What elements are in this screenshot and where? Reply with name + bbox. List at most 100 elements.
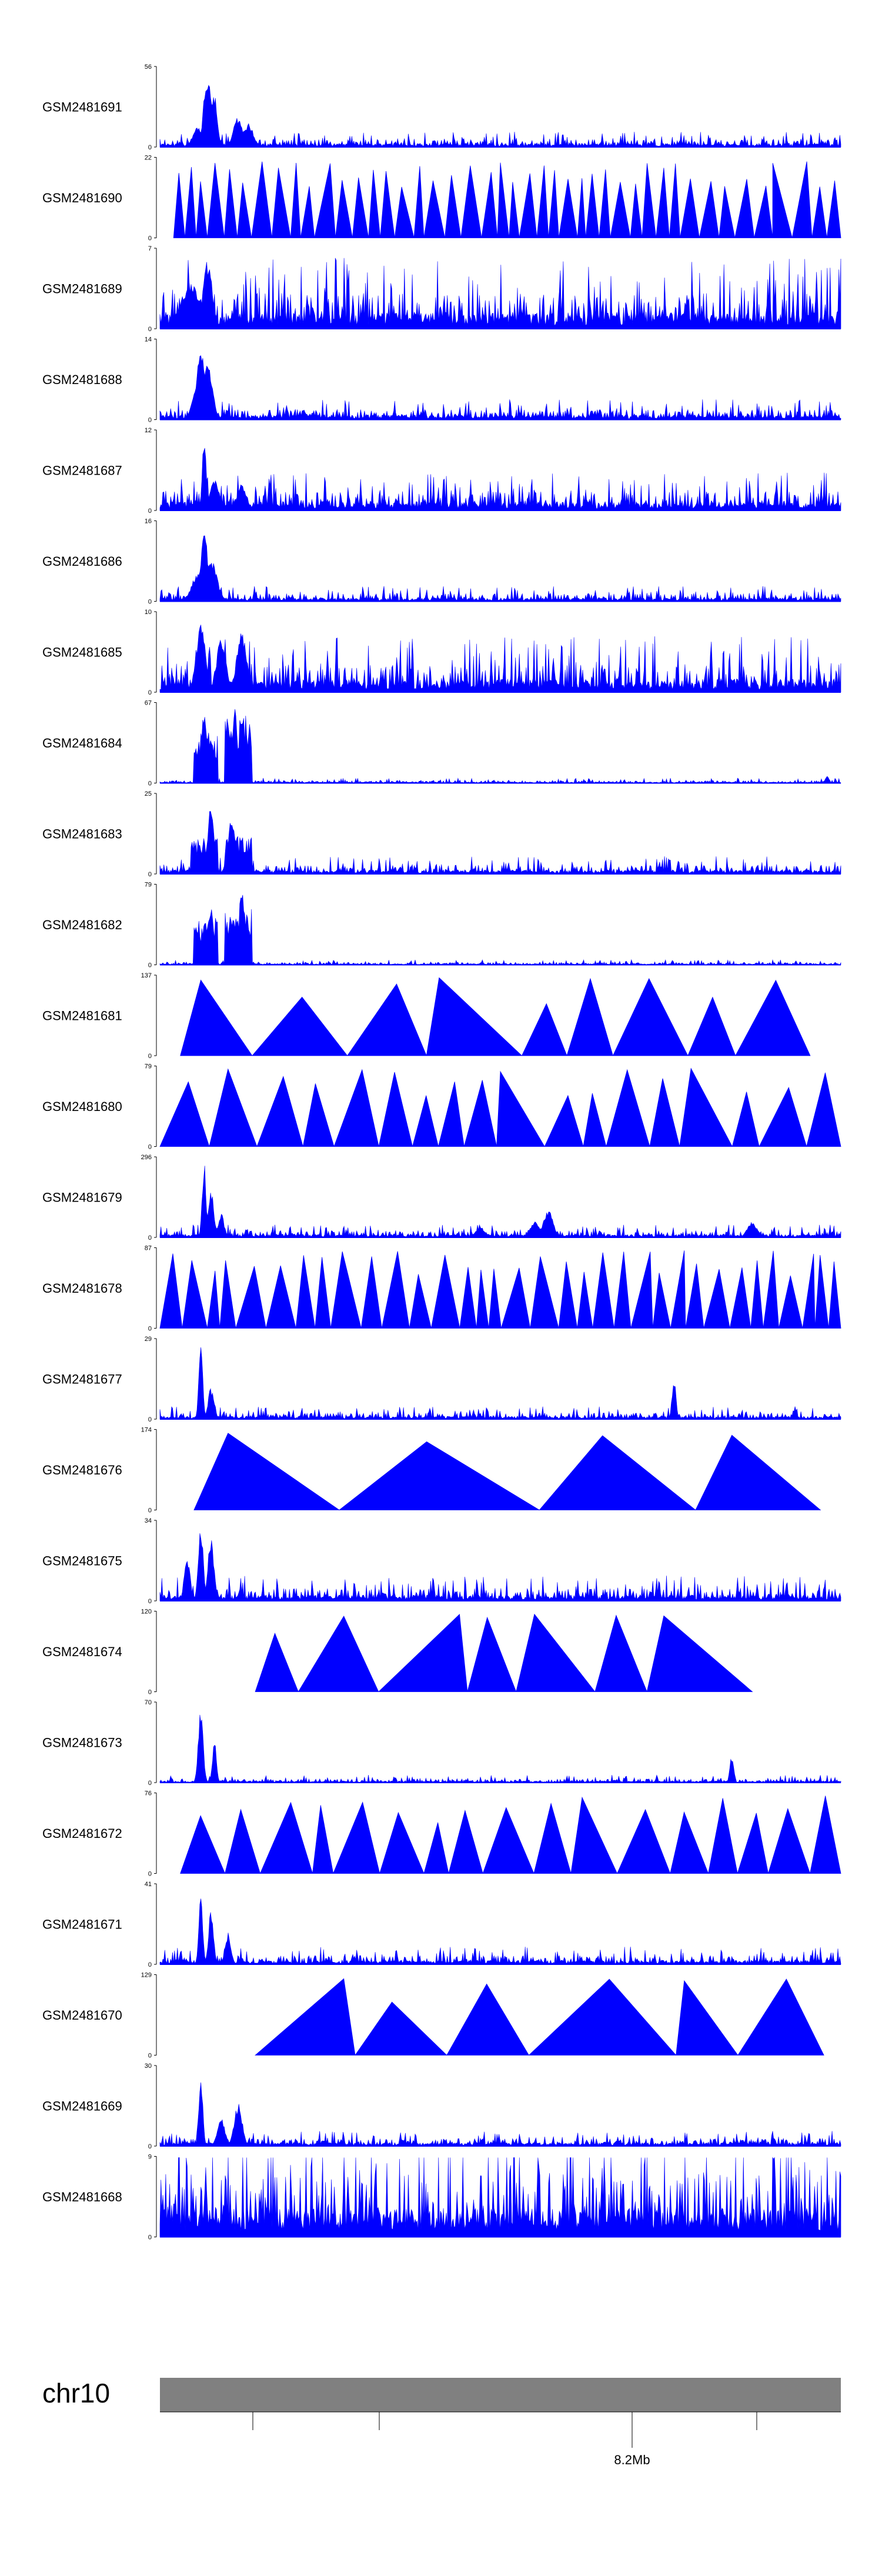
track-label: GSM2481681	[42, 1009, 122, 1023]
y-tick-label-max: 129	[141, 1972, 152, 1979]
y-tick-label-min: 0	[148, 1416, 152, 1423]
track-label: GSM2481680	[42, 1099, 122, 1114]
track-label: GSM2481682	[42, 917, 122, 932]
track-label: GSM2481674	[42, 1644, 122, 1659]
track-GSM2481686: GSM2481686 16 0	[42, 518, 841, 606]
y-tick-label-max: 41	[145, 1881, 152, 1888]
track-label: GSM2481685	[42, 645, 122, 660]
track-label: GSM2481675	[42, 1554, 122, 1569]
track-GSM2481680: GSM2481680 79 0	[42, 1063, 841, 1151]
track-label: GSM2481686	[42, 554, 122, 569]
y-tick-label-min: 0	[148, 326, 152, 333]
chromosome-bar	[160, 2378, 841, 2412]
track-GSM2481668: GSM2481668 9 0	[42, 2154, 841, 2241]
track-GSM2481675: GSM2481675 34 0	[42, 1517, 841, 1605]
y-tick-label-min: 0	[148, 599, 152, 606]
y-tick-label-max: 9	[148, 2154, 152, 2161]
y-tick-label-max: 120	[141, 1609, 152, 1616]
track-label: GSM2481672	[42, 1826, 122, 1841]
y-tick-label-max: 14	[145, 336, 152, 343]
y-tick-label-max: 296	[141, 1154, 152, 1161]
track-GSM2481690: GSM2481690 22 0	[42, 155, 841, 242]
track-GSM2481687: GSM2481687 12 0	[42, 427, 841, 515]
track-GSM2481669: GSM2481669 30 0	[42, 2063, 841, 2150]
y-tick-label-max: 25	[145, 790, 152, 798]
y-tick-label-max: 34	[145, 1517, 152, 1524]
y-tick-label-max: 30	[145, 2063, 152, 2070]
track-label: GSM2481683	[42, 827, 122, 842]
track-label: GSM2481691	[42, 100, 122, 115]
y-tick-label-min: 0	[148, 2234, 152, 2241]
y-tick-label-max: 76	[145, 1790, 152, 1797]
signal-area	[255, 1613, 753, 1692]
track-GSM2481679: GSM2481679 296 0	[42, 1154, 841, 1242]
y-tick-label-min: 0	[148, 1507, 152, 1514]
track-GSM2481685: GSM2481685 10 0	[42, 609, 841, 696]
y-tick-label-min: 0	[148, 1780, 152, 1787]
y-tick-label-min: 0	[148, 2143, 152, 2150]
chromosome-label: chr10	[42, 2378, 110, 2408]
y-tick-label-min: 0	[148, 1326, 152, 1333]
track-GSM2481676: GSM2481676 174 0	[42, 1427, 821, 1514]
track-label: GSM2481668	[42, 2190, 122, 2204]
y-tick-label-min: 0	[148, 235, 152, 242]
y-tick-label-max: 70	[145, 1699, 152, 1706]
signal-area	[159, 1533, 841, 1601]
y-tick-label-max: 137	[141, 972, 152, 979]
track-label: GSM2481688	[42, 372, 122, 387]
y-tick-label-max: 10	[145, 609, 152, 616]
signal-area	[159, 2157, 841, 2237]
track-GSM2481683: GSM2481683 25 0	[42, 790, 841, 878]
track-GSM2481681: GSM2481681 137 0	[42, 972, 811, 1060]
signal-area	[159, 1067, 841, 1147]
y-tick-label-min: 0	[148, 780, 152, 788]
signal-area	[159, 2082, 841, 2147]
y-tick-label-min: 0	[148, 689, 152, 696]
signal-area	[159, 625, 841, 693]
track-label: GSM2481690	[42, 191, 122, 205]
signal-area	[180, 1796, 841, 1874]
signal-area	[159, 1166, 841, 1238]
track-GSM2481674: GSM2481674 120 0	[42, 1609, 753, 1696]
y-tick-label-min: 0	[148, 2053, 152, 2060]
position-label: 8.2Mb	[614, 2452, 650, 2467]
track-GSM2481677: GSM2481677 29 0	[42, 1336, 841, 1423]
signal-area	[159, 1347, 841, 1420]
y-tick-label-min: 0	[148, 417, 152, 424]
signal-area	[193, 1433, 821, 1510]
track-GSM2481684: GSM2481684 67 0	[42, 700, 841, 788]
chromosome-ideogram-panel: chr10 8.2Mb	[42, 2378, 841, 2467]
y-tick-label-min: 0	[148, 962, 152, 969]
y-tick-label-min: 0	[148, 1598, 152, 1605]
signal-area	[159, 1714, 841, 1783]
track-label: GSM2481673	[42, 1736, 122, 1750]
y-tick-label-max: 87	[145, 1245, 152, 1252]
track-label: GSM2481676	[42, 1463, 122, 1477]
track-GSM2481678: GSM2481678 87 0	[42, 1245, 841, 1333]
y-tick-label-max: 16	[145, 518, 152, 525]
y-tick-label-min: 0	[148, 1053, 152, 1060]
y-tick-label-min: 0	[148, 871, 152, 878]
track-label: GSM2481671	[42, 1917, 122, 1932]
track-label: GSM2481687	[42, 463, 122, 478]
y-tick-label-max: 174	[141, 1427, 152, 1434]
signal-area	[255, 1978, 824, 2056]
track-label: GSM2481679	[42, 1190, 122, 1205]
y-tick-label-min: 0	[148, 1234, 152, 1242]
y-tick-label-max: 22	[145, 155, 152, 162]
y-tick-label-min: 0	[148, 1871, 152, 1878]
y-tick-label-max: 79	[145, 882, 152, 889]
signal-area	[159, 85, 841, 148]
y-tick-label-max: 67	[145, 700, 152, 707]
y-tick-label-min: 0	[148, 1144, 152, 1151]
y-tick-label-max: 79	[145, 1063, 152, 1070]
track-GSM2481691: GSM2481691 56 0	[42, 64, 841, 151]
track-GSM2481671: GSM2481671 41 0	[42, 1881, 841, 1968]
signal-area	[159, 1250, 841, 1329]
signal-area	[159, 258, 841, 329]
track-GSM2481689: GSM2481689 7 0	[42, 245, 841, 333]
track-label: GSM2481669	[42, 2099, 122, 2114]
y-tick-label-min: 0	[148, 144, 152, 151]
track-GSM2481672: GSM2481672 76 0	[42, 1790, 841, 1878]
